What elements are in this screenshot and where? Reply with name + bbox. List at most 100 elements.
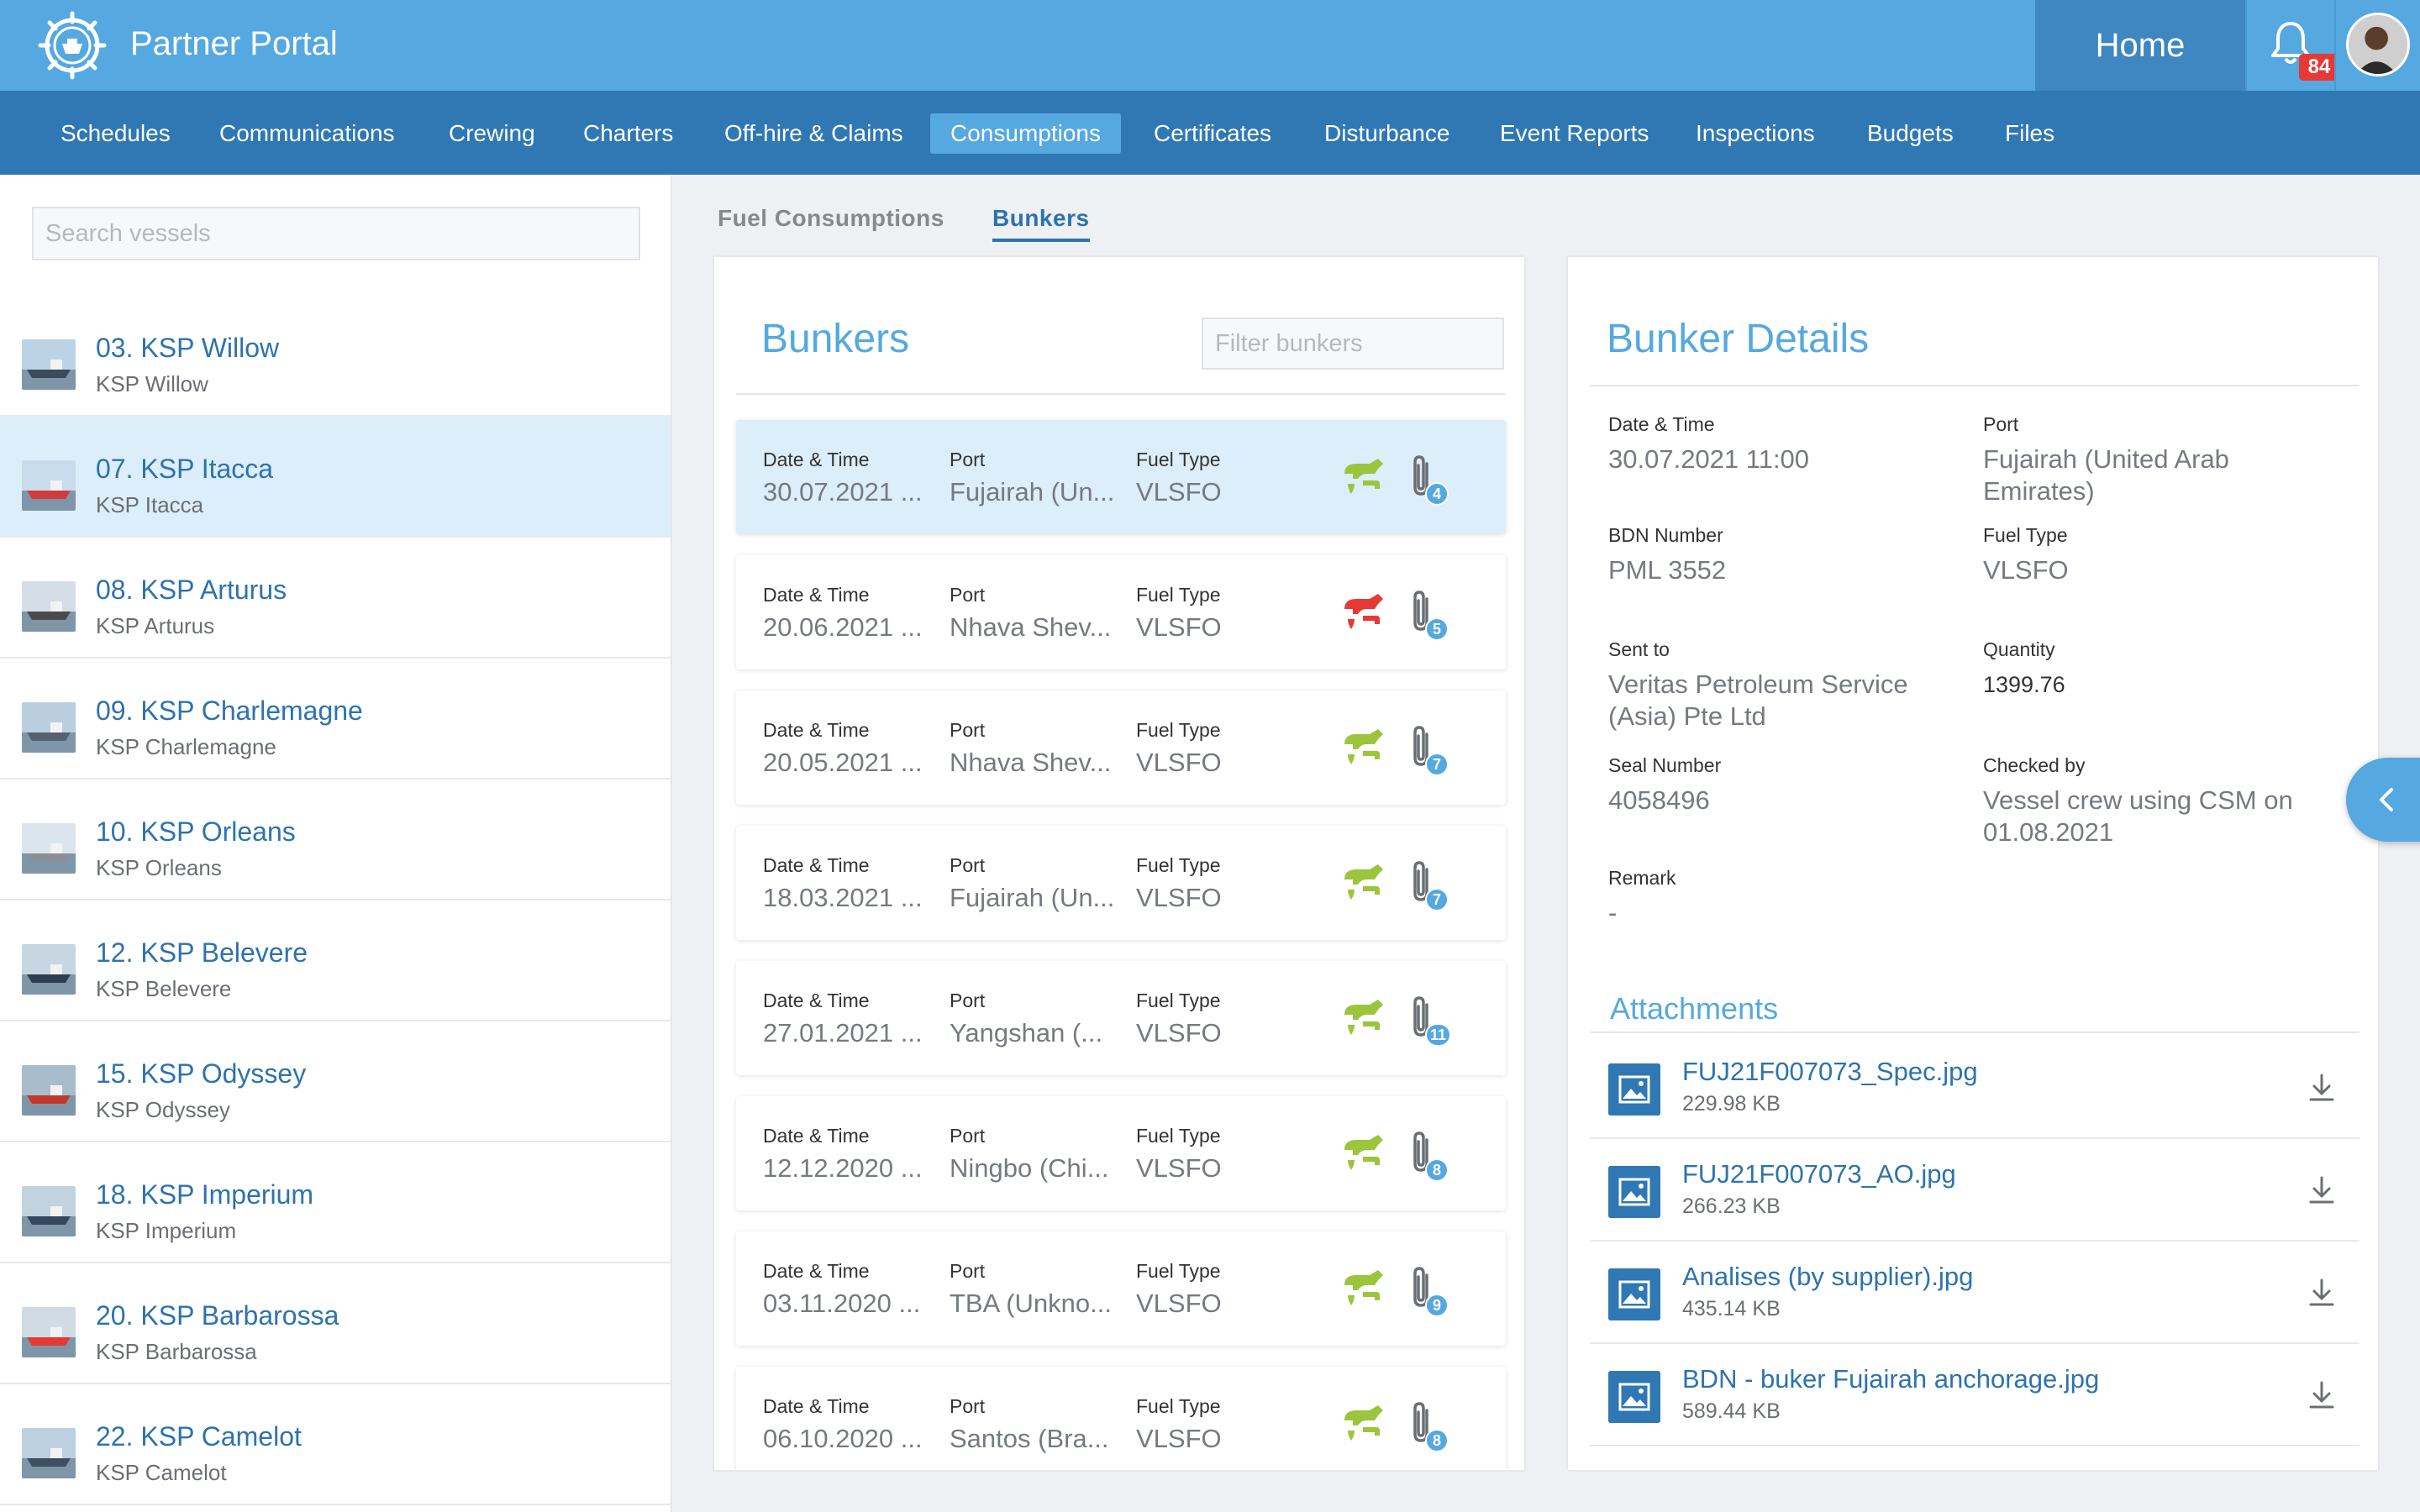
remark-label: Remark (1608, 867, 1676, 889)
main-nav: Schedules Communications Crewing Charter… (0, 91, 2420, 175)
vessel-subtitle: KSP Charlemagne (96, 734, 276, 759)
vessel-thumbnail (22, 1307, 76, 1357)
date-label: Date & Time (763, 990, 870, 1011)
vessel-subtitle: KSP Itacca (96, 492, 204, 517)
port-value: Fujairah (United Arab Emirates) (1983, 444, 2229, 506)
fuel-pump-icon (1344, 1135, 1383, 1170)
bunker-details-panel: Bunker Details Date & Time 30.07.2021 11… (1566, 255, 2380, 1472)
attachment-item[interactable]: BDN - buker Fujairah anchorage.jpg 589.44… (1590, 1344, 2360, 1446)
chevron-left-icon (2380, 788, 2393, 811)
attachment-count-badge: 8 (1425, 1429, 1449, 1452)
attachment-clip-icon[interactable] (1408, 1399, 1435, 1446)
bunker-row[interactable]: Date & Time Port Fuel Type 18.03.2021 ... Fu… (736, 826, 1506, 940)
vessel-item[interactable]: 07. KSP Itacca KSP Itacca (0, 417, 671, 538)
vessel-thumbnail (22, 823, 76, 874)
attachment-size: 589.44 KB (1682, 1399, 1781, 1423)
date-value: 30.07.2021 ... (763, 477, 923, 507)
attachment-clip-icon[interactable] (1408, 1263, 1435, 1310)
download-icon[interactable] (2306, 1174, 2338, 1206)
port-label: Port (950, 449, 986, 470)
vessel-item[interactable]: 12. KSP Belevere KSP Belevere (0, 900, 671, 1021)
nav-files[interactable]: Files (2005, 120, 2055, 146)
bunker-row[interactable]: Date & Time Port Fuel Type 03.11.2020 ... TB… (736, 1231, 1506, 1346)
nav-event-reports[interactable]: Event Reports (1500, 120, 1649, 146)
vessel-subtitle: KSP Odyssey (96, 1097, 230, 1122)
attachment-count-badge: 7 (1425, 888, 1449, 911)
attachment-clip-icon[interactable] (1408, 1128, 1435, 1175)
filter-bunkers-input[interactable]: Filter bunkers (1202, 318, 1504, 370)
nav-charters[interactable]: Charters (583, 120, 674, 146)
vessel-thumbnail (22, 460, 76, 511)
port-label: Port (950, 854, 986, 876)
date-label: Date & Time (763, 1395, 870, 1417)
vessel-item[interactable]: 20. KSP Barbarossa KSP Barbarossa (0, 1263, 671, 1384)
bunker-row[interactable]: Date & Time Port Fuel Type 27.01.2021 ... Ya… (736, 961, 1506, 1075)
port-value: Nhava Shev... (950, 612, 1112, 642)
attachment-clip-icon[interactable] (1408, 993, 1435, 1040)
remark-value: - (1608, 898, 1618, 927)
image-file-icon (1608, 1166, 1660, 1218)
nav-schedules[interactable]: Schedules (60, 120, 171, 146)
vessel-item[interactable]: 18. KSP Imperium KSP Imperium (0, 1142, 671, 1263)
tab-bunkers[interactable]: Bunkers (992, 205, 1090, 242)
attachment-clip-icon[interactable] (1408, 452, 1435, 499)
vessel-thumbnail (22, 944, 76, 995)
nav-communications[interactable]: Communications (219, 120, 395, 146)
fuel-pump-icon (1344, 864, 1383, 900)
image-file-icon (1608, 1268, 1660, 1320)
nav-budgets[interactable]: Budgets (1867, 120, 1954, 146)
nav-inspections[interactable]: Inspections (1696, 120, 1815, 146)
bunker-row[interactable]: Date & Time Port Fuel Type 20.06.2021 ... Nh… (736, 555, 1506, 669)
attachment-item[interactable]: FUJ21F007073_Spec.jpg 229.98 KB (1590, 1037, 2360, 1139)
date-value: 12.12.2020 ... (763, 1153, 923, 1183)
bunker-row[interactable]: Date & Time Port Fuel Type 20.05.2021 ... Nh… (736, 690, 1506, 805)
avatar[interactable] (2346, 13, 2410, 76)
fuel-type-value: VLSFO (1136, 748, 1222, 777)
nav-consumptions[interactable]: Consumptions (930, 113, 1121, 154)
nav-certificates[interactable]: Certificates (1154, 120, 1272, 146)
home-button[interactable]: Home (2035, 0, 2245, 91)
attachment-clip-icon[interactable] (1408, 722, 1435, 769)
port-label: Port (1983, 413, 2019, 435)
port-value: Ningbo (Chi... (950, 1153, 1109, 1183)
attachment-count-badge: 7 (1425, 753, 1449, 776)
vessel-item[interactable]: 08. KSP Arturus KSP Arturus (0, 538, 671, 659)
vessel-item[interactable]: 15. KSP Odyssey KSP Odyssey (0, 1021, 671, 1142)
collapse-panel-button[interactable] (2346, 758, 2420, 842)
bunker-row[interactable]: Date & Time Port Fuel Type 12.12.2020 ... Ni… (736, 1096, 1506, 1210)
nav-crewing[interactable]: Crewing (449, 120, 535, 146)
bunker-row[interactable]: Date & Time Port Fuel Type 30.07.2021 ... Fu… (736, 420, 1506, 534)
download-icon[interactable] (2306, 1072, 2338, 1104)
download-icon[interactable] (2306, 1277, 2338, 1309)
attachment-name[interactable]: BDN - buker Fujairah anchorage.jpg (1682, 1364, 2100, 1394)
attachment-item[interactable]: FUJ21F007073_AO.jpg 266.23 KB (1590, 1139, 2360, 1242)
vessel-item[interactable]: 22. KSP Camelot KSP Camelot (0, 1384, 671, 1505)
attachment-name[interactable]: Analises (by supplier).jpg (1682, 1262, 1974, 1291)
vessel-name: 20. KSP Barbarossa (96, 1300, 339, 1331)
download-icon[interactable] (2306, 1379, 2338, 1411)
fuel-type-value: VLSFO (1136, 1153, 1222, 1183)
vessel-item[interactable]: 03. KSP Willow KSP Willow (0, 296, 671, 417)
nav-disturbance[interactable]: Disturbance (1324, 120, 1450, 146)
attachment-item[interactable]: Analises (by supplier).jpg 435.14 KB (1590, 1242, 2360, 1344)
attachment-name[interactable]: FUJ21F007073_AO.jpg (1682, 1159, 1956, 1189)
nav-off-hire-claims[interactable]: Off-hire & Claims (724, 120, 903, 146)
top-bar: Partner Portal (0, 0, 2420, 91)
vessel-item[interactable]: 10. KSP Orleans KSP Orleans (0, 780, 671, 900)
attachment-size: 266.23 KB (1682, 1194, 1781, 1218)
attachment-clip-icon[interactable] (1408, 587, 1435, 634)
tab-fuel-consumptions[interactable]: Fuel Consumptions (718, 205, 944, 231)
ship-wheel-icon[interactable] (37, 10, 108, 81)
attachment-clip-icon[interactable] (1408, 858, 1435, 905)
checked-by-label: Checked by (1983, 754, 2086, 776)
attachment-name[interactable]: FUJ21F007073_Spec.jpg (1682, 1057, 1978, 1086)
vessel-item[interactable]: 09. KSP Charlemagne KSP Charlemagne (0, 659, 671, 780)
seal-number-value: 4058496 (1608, 785, 1710, 815)
date-label: Date & Time (763, 449, 870, 470)
bunker-row[interactable]: Date & Time Port Fuel Type 06.10.2020 ... Sa… (736, 1367, 1506, 1470)
port-value: TBA (Unkno... (950, 1289, 1112, 1318)
date-value: 18.03.2021 ... (763, 883, 923, 912)
fuel-pump-icon (1344, 1270, 1383, 1305)
fuel-pump-icon (1344, 459, 1383, 494)
search-vessels-input[interactable]: Search vessels (32, 207, 640, 260)
